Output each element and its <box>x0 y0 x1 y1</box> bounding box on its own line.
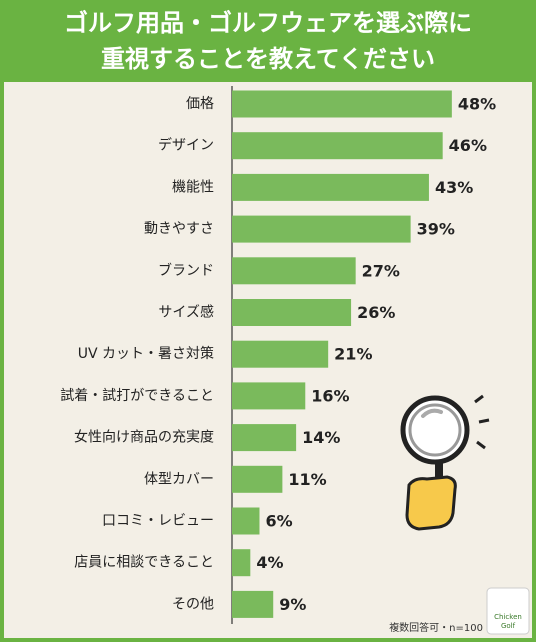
chart-title: ゴルフ用品・ゴルフウェアを選ぶ際に <box>64 9 472 37</box>
magnifier <box>400 394 490 531</box>
bar <box>232 299 352 326</box>
value-label: 27% <box>362 261 400 280</box>
value-label: 48% <box>458 95 496 114</box>
value-label: 16% <box>311 386 349 405</box>
bar <box>232 90 452 118</box>
value-label: 6% <box>265 512 292 531</box>
logo: Chicken Golf <box>486 587 530 635</box>
bar <box>232 549 251 577</box>
value-label: 14% <box>302 428 340 447</box>
bar <box>232 215 411 243</box>
bar <box>232 173 429 201</box>
value-label: 46% <box>449 136 487 155</box>
bar <box>232 507 260 535</box>
category-label: サイズ感 <box>158 304 214 321</box>
logo-text: Chicken <box>494 613 522 621</box>
category-label: 機能性 <box>172 179 214 195</box>
bar <box>232 257 356 285</box>
value-label: 21% <box>334 345 372 364</box>
category-label: ブランド <box>158 262 214 279</box>
category-label: 体型カバー <box>144 471 214 487</box>
category-label: 価格 <box>186 96 214 112</box>
category-label: その他 <box>172 596 214 612</box>
category-label: 店員に相談できること <box>74 555 214 571</box>
value-label: 9% <box>279 595 306 614</box>
bar <box>232 382 306 410</box>
category-label: UV カット・暑さ対策 <box>78 345 214 362</box>
bar <box>232 590 274 618</box>
value-label: 39% <box>417 220 455 239</box>
bar <box>232 424 297 452</box>
category-label: デザイン <box>158 137 214 154</box>
value-label: 4% <box>256 553 283 572</box>
bar <box>232 465 283 493</box>
value-label: 26% <box>357 303 395 322</box>
category-label: 口コミ・レビュー <box>102 513 214 529</box>
chart-title: 重視することを教えてください <box>101 45 435 73</box>
bar <box>232 340 329 368</box>
value-label: 43% <box>435 178 473 197</box>
category-label: 女性向け商品の充実度 <box>74 429 214 446</box>
note: 複数回答可・n=100 <box>389 621 483 634</box>
category-label: 動きやすさ <box>144 221 214 237</box>
logo-text: Golf <box>501 622 516 630</box>
value-label: 11% <box>288 470 326 489</box>
category-label: 試着・試打ができること <box>60 387 214 404</box>
bar <box>232 132 443 160</box>
